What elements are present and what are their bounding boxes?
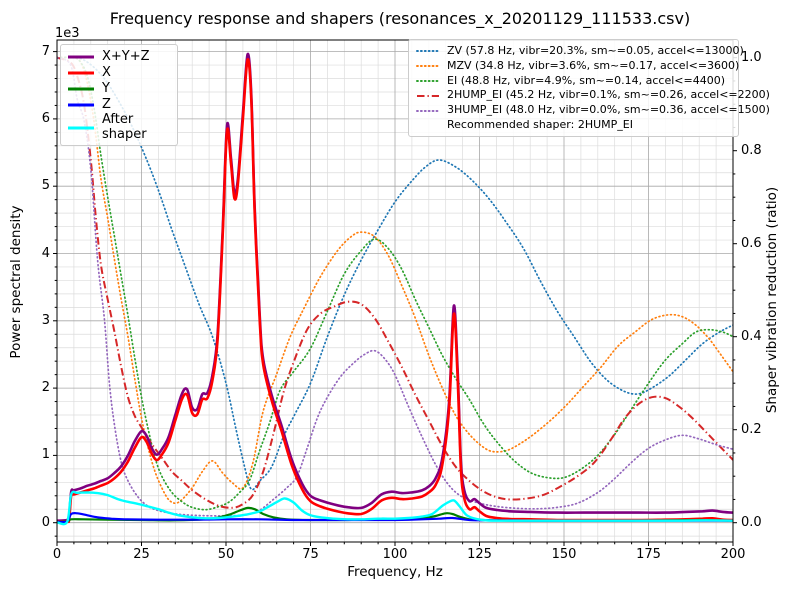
y-left-tick-4: 4: [41, 245, 50, 261]
x-tick-0: 0: [52, 547, 62, 562]
chart-title: Frequency response and shapers (resonanc…: [109, 9, 691, 28]
x-tick-25: 25: [133, 547, 150, 562]
x-tick-75: 75: [302, 547, 319, 562]
legend-line-swatch: [68, 55, 94, 59]
y-axis-offset-label: 1e3: [55, 26, 80, 41]
legend-shaper-item-2: EI (48.8 Hz, vibr=4.9%, sm~=0.14, accel<…: [416, 74, 731, 89]
y-left-tick-1: 1: [41, 447, 50, 463]
legend-line-swatch: [416, 50, 440, 53]
y-left-tick-3: 3: [41, 312, 50, 328]
x-tick-100: 100: [382, 547, 408, 562]
y-right-tick-0.2: 0.2: [741, 421, 762, 437]
legend-psd-label-1: X: [102, 64, 111, 80]
y-right-tick-0.6: 0.6: [741, 235, 762, 251]
axis-ticks: [53, 51, 737, 546]
legend-line-swatch: [416, 65, 440, 68]
y-left-tick-2: 2: [41, 380, 50, 396]
curves: [57, 52, 733, 526]
legend-line-swatch: [68, 71, 94, 75]
legend-shaper-label-4: 3HUMP_EI (48.0 Hz, vibr=0.0%, sm~=0.36, …: [447, 103, 770, 117]
curve-zv: [57, 56, 733, 491]
legend-line-swatch: [416, 109, 440, 112]
x-tick-125: 125: [467, 547, 492, 562]
legend-shaper-label-0: ZV (57.8 Hz, vibr=20.3%, sm~=0.05, accel…: [447, 44, 744, 58]
legend-psd-item-3: Z: [67, 97, 171, 113]
legend-psd: X+Y+Z X Y Z After shaper: [60, 44, 178, 147]
legend-psd-item-4: After shaper: [67, 112, 171, 142]
y-left-tick-0: 0: [41, 514, 50, 530]
x-tick-50: 50: [217, 547, 235, 562]
y-left-tick-5: 5: [41, 178, 50, 194]
legend-psd-label-2: Y: [102, 80, 110, 96]
legend-line-swatch: [68, 126, 94, 130]
x-tick-150: 150: [551, 547, 577, 562]
legend-shaper-label-3: 2HUMP_EI (45.2 Hz, vibr=0.1%, sm~=0.26, …: [447, 88, 770, 102]
legend-shapers: ZV (57.8 Hz, vibr=20.3%, sm~=0.05, accel…: [408, 39, 770, 137]
y-right-tick-0.4: 0.4: [741, 328, 762, 344]
x-axis-label: Frequency, Hz: [347, 564, 443, 580]
legend-psd-item-2: Y: [67, 81, 171, 97]
legend-shaper-item-4: 3HUMP_EI (48.0 Hz, vibr=0.0%, sm~=0.36, …: [416, 103, 770, 118]
legend-psd-item-0: X+Y+Z: [67, 49, 171, 65]
legend-shaper-item-0: ZV (57.8 Hz, vibr=20.3%, sm~=0.05, accel…: [416, 44, 744, 59]
y-right-tick-1.0: 1.0: [741, 49, 762, 65]
y-left-tick-7: 7: [41, 43, 50, 59]
y-axis-label-right: Shaper vibration reduction (ratio): [764, 186, 780, 414]
y-right-tick-0.8: 0.8: [741, 142, 762, 158]
legend-line-swatch: [417, 94, 439, 97]
y-right-tick-0.0: 0.0: [741, 514, 762, 530]
legend-line-swatch: [68, 103, 94, 107]
curve-3hump-ei: [57, 56, 733, 517]
legend-psd-label-0: X+Y+Z: [102, 48, 150, 64]
legend-shaper-label-1: MZV (34.8 Hz, vibr=3.6%, sm~=0.17, accel…: [447, 58, 740, 72]
curve-x: [57, 58, 733, 524]
y-left-tick-6: 6: [41, 110, 50, 126]
legend-shaper-item-3: 2HUMP_EI (45.2 Hz, vibr=0.1%, sm~=0.26, …: [416, 88, 770, 103]
legend-psd-label-4: After shaper: [102, 112, 147, 142]
legend-shaper-label-2: EI (48.8 Hz, vibr=4.9%, sm~=0.14, accel<…: [447, 73, 725, 87]
legend-shaper-item-5: Recommended shaper: 2HUMP_EI: [416, 118, 731, 133]
legend-line-swatch: [416, 79, 440, 82]
x-tick-175: 175: [636, 547, 661, 562]
curve-mzv: [57, 56, 733, 505]
legend-psd-label-3: Z: [102, 96, 111, 112]
legend-psd-item-1: X: [67, 65, 171, 81]
legend-line-swatch: [416, 119, 440, 131]
x-tick-200: 200: [720, 547, 746, 562]
curve-after-shaper: [57, 490, 733, 526]
legend-shaper-label-5: Recommended shaper: 2HUMP_EI: [447, 118, 633, 132]
curve-2hump-ei: [57, 56, 733, 509]
legend-line-swatch: [68, 87, 94, 91]
legend-shaper-item-1: MZV (34.8 Hz, vibr=3.6%, sm~=0.17, accel…: [416, 59, 739, 74]
